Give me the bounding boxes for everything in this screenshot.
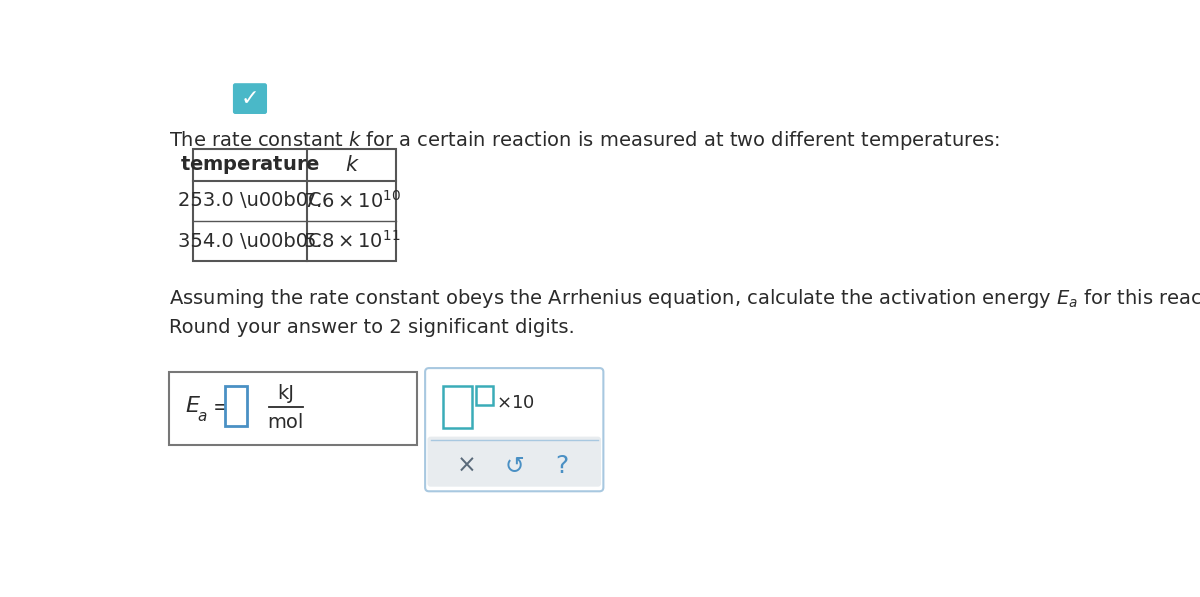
Text: Round your answer to 2 significant digits.: Round your answer to 2 significant digit…	[169, 318, 575, 337]
Text: 253.0 \u00b0C: 253.0 \u00b0C	[178, 192, 322, 211]
Text: ?: ?	[556, 454, 569, 478]
FancyBboxPatch shape	[425, 368, 604, 491]
Text: kJ: kJ	[277, 384, 294, 402]
Text: $5.8 \times 10^{11}$: $5.8 \times 10^{11}$	[304, 230, 401, 252]
Text: ✓: ✓	[241, 88, 259, 109]
Text: ×: ×	[457, 454, 476, 478]
Text: $E$: $E$	[185, 396, 200, 416]
Text: $7.6 \times 10^{10}$: $7.6 \times 10^{10}$	[302, 190, 401, 212]
Text: 354.0 \u00b0C: 354.0 \u00b0C	[178, 232, 322, 251]
Text: $\mathbf{temperature}$: $\mathbf{temperature}$	[180, 154, 320, 176]
Bar	[193, 149, 396, 261]
FancyBboxPatch shape	[233, 83, 268, 114]
Text: $\mathregular{\times}$10: $\mathregular{\times}$10	[497, 394, 535, 412]
Text: $a$: $a$	[197, 409, 208, 424]
Text: $=$: $=$	[208, 396, 229, 416]
Text: ↺: ↺	[504, 454, 524, 478]
Bar	[475, 386, 492, 405]
Bar	[169, 372, 418, 445]
FancyBboxPatch shape	[427, 436, 601, 487]
Bar	[226, 386, 247, 426]
Bar	[443, 386, 473, 428]
Text: mol: mol	[268, 413, 304, 432]
Text: Assuming the rate constant obeys the Arrhenius equation, calculate the activatio: Assuming the rate constant obeys the Arr…	[169, 287, 1200, 310]
Text: The rate constant $k$ for a certain reaction is measured at two different temper: The rate constant $k$ for a certain reac…	[169, 130, 1001, 152]
Text: $k$: $k$	[344, 155, 359, 175]
